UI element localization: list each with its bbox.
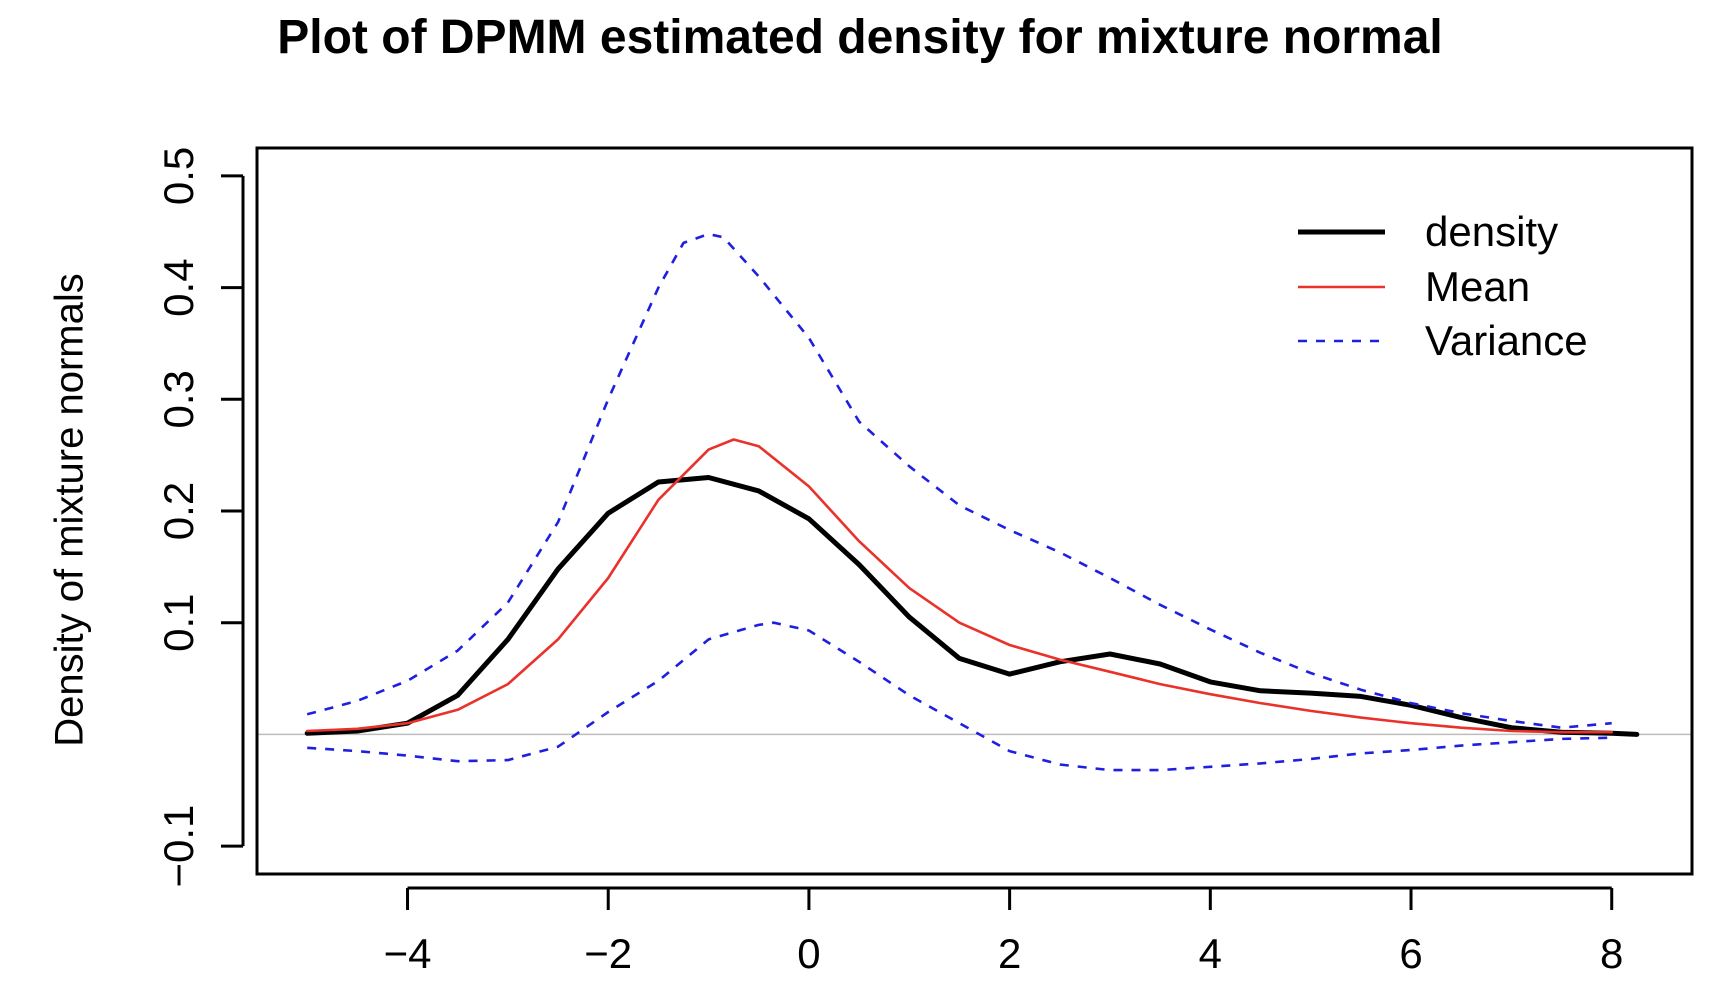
x-tick-label: 8: [1600, 930, 1623, 977]
legend-label-variance: Variance: [1425, 317, 1588, 364]
legend-label-density: density: [1425, 208, 1558, 255]
y-tick-label: 0.3: [155, 370, 202, 428]
y-tick-label: −0.1: [155, 805, 202, 888]
series-line-variance-lower: [307, 621, 1612, 772]
series-line-mean: [305, 438, 1613, 734]
series-line-density: [304, 475, 1640, 737]
x-tick-label: −4: [384, 930, 432, 977]
legend-label-mean: Mean: [1425, 263, 1530, 310]
y-tick-label: 0.2: [155, 482, 202, 540]
y-tick-label: 0.4: [155, 258, 202, 316]
x-tick-label: −2: [584, 930, 632, 977]
x-tick-label: 6: [1399, 930, 1422, 977]
y-tick-label: 0.1: [155, 593, 202, 651]
plot-frame: [255, 146, 1694, 876]
series-line-variance: [306, 232, 1612, 729]
x-tick-label: 2: [998, 930, 1021, 977]
y-tick-label: 0.5: [155, 147, 202, 205]
chart-title: Plot of DPMM estimated density for mixtu…: [277, 11, 1443, 64]
legend: density Mean Variance: [1298, 208, 1588, 364]
x-tick-label: 4: [1199, 930, 1222, 977]
x-tick-label: 0: [797, 930, 820, 977]
